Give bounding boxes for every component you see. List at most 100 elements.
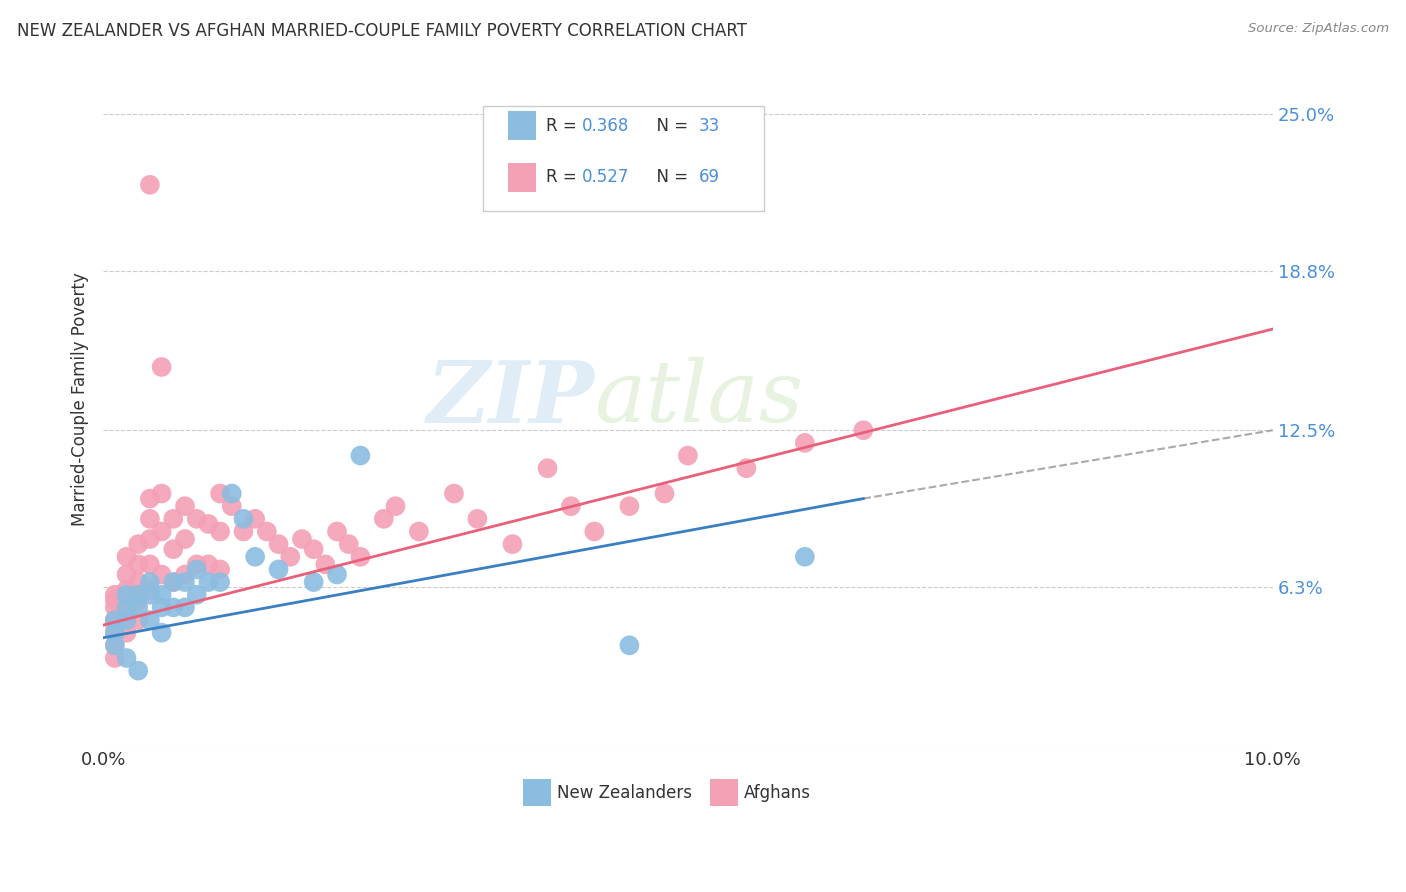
Point xyxy=(267,562,290,576)
Point xyxy=(104,618,127,632)
Text: R =: R = xyxy=(547,117,582,135)
Point xyxy=(162,575,184,590)
Point xyxy=(115,600,138,615)
Point xyxy=(162,600,184,615)
FancyBboxPatch shape xyxy=(508,162,536,192)
Point xyxy=(139,582,162,597)
Point xyxy=(162,542,184,557)
Point xyxy=(197,575,219,590)
Point xyxy=(221,499,243,513)
Text: R =: R = xyxy=(547,169,582,186)
Point xyxy=(104,613,127,627)
Text: N =: N = xyxy=(645,117,693,135)
Point xyxy=(115,625,138,640)
Point xyxy=(139,558,162,572)
Text: NEW ZEALANDER VS AFGHAN MARRIED-COUPLE FAMILY POVERTY CORRELATION CHART: NEW ZEALANDER VS AFGHAN MARRIED-COUPLE F… xyxy=(17,22,747,40)
Point xyxy=(115,607,138,622)
Point xyxy=(127,537,149,551)
Point xyxy=(232,524,254,539)
Point xyxy=(793,436,815,450)
Point xyxy=(186,588,208,602)
Point xyxy=(619,638,641,652)
Point xyxy=(337,537,360,551)
Point xyxy=(104,651,127,665)
Point xyxy=(174,567,197,582)
Point xyxy=(139,588,162,602)
Point xyxy=(150,567,173,582)
Text: 69: 69 xyxy=(699,169,720,186)
Point xyxy=(115,549,138,564)
Point xyxy=(408,524,430,539)
Point xyxy=(139,512,162,526)
Point xyxy=(256,524,278,539)
Point xyxy=(104,600,127,615)
Text: atlas: atlas xyxy=(595,358,803,440)
Point xyxy=(174,575,197,590)
Point xyxy=(232,512,254,526)
Point xyxy=(174,600,197,615)
Point xyxy=(209,575,232,590)
Point xyxy=(560,499,582,513)
Text: 0.368: 0.368 xyxy=(582,117,628,135)
Point xyxy=(314,558,336,572)
Point xyxy=(150,588,173,602)
Text: ZIP: ZIP xyxy=(426,357,595,441)
Point xyxy=(127,575,149,590)
Point xyxy=(150,600,173,615)
Point xyxy=(174,532,197,546)
Point xyxy=(676,449,699,463)
Point xyxy=(501,537,523,551)
FancyBboxPatch shape xyxy=(508,112,536,140)
Point xyxy=(197,516,219,531)
Point xyxy=(150,625,173,640)
Point xyxy=(291,532,314,546)
Point xyxy=(735,461,758,475)
Point xyxy=(150,524,173,539)
Point xyxy=(115,582,138,597)
Point xyxy=(326,567,349,582)
Point xyxy=(384,499,406,513)
FancyBboxPatch shape xyxy=(523,779,551,806)
Point xyxy=(619,499,641,513)
Point xyxy=(139,575,162,590)
Point xyxy=(186,558,208,572)
Point xyxy=(115,613,138,627)
Point xyxy=(104,638,127,652)
Point xyxy=(349,549,371,564)
Point xyxy=(115,567,138,582)
Point xyxy=(139,532,162,546)
Point xyxy=(326,524,349,539)
FancyBboxPatch shape xyxy=(710,779,738,806)
Text: N =: N = xyxy=(645,169,693,186)
Point xyxy=(162,512,184,526)
Point xyxy=(139,613,162,627)
Point xyxy=(127,558,149,572)
Point xyxy=(162,575,184,590)
Point xyxy=(278,549,301,564)
Point xyxy=(209,486,232,500)
Text: Afghans: Afghans xyxy=(744,783,811,802)
Point xyxy=(793,549,815,564)
Point xyxy=(583,524,606,539)
Point xyxy=(654,486,676,500)
Point xyxy=(302,542,325,557)
Point xyxy=(243,512,266,526)
Y-axis label: Married-Couple Family Poverty: Married-Couple Family Poverty xyxy=(72,272,89,525)
Point xyxy=(443,486,465,500)
Point xyxy=(349,449,371,463)
Point xyxy=(104,625,127,640)
Point xyxy=(127,592,149,607)
Point xyxy=(852,423,875,437)
Point xyxy=(536,461,558,475)
Text: 0.527: 0.527 xyxy=(582,169,628,186)
Point xyxy=(104,592,127,607)
Point xyxy=(104,613,127,627)
Point xyxy=(139,491,162,506)
Point xyxy=(186,512,208,526)
Point xyxy=(127,588,149,602)
Point xyxy=(267,537,290,551)
Point xyxy=(150,359,173,374)
Point xyxy=(150,486,173,500)
Point xyxy=(115,588,138,602)
Point xyxy=(174,499,197,513)
